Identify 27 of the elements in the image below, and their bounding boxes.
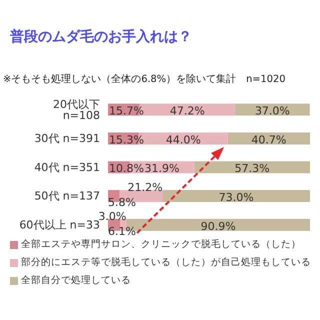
data-label: 73.0% (218, 191, 254, 204)
data-label: 90.9% (200, 220, 236, 233)
y-tick-label: 60代以上 n=33 (19, 218, 100, 232)
data-label: 47.2% (170, 104, 205, 118)
data-label: 44.0% (166, 133, 201, 146)
data-label: 31.9% (144, 162, 180, 176)
y-tick-label: 30代 n=391 (34, 132, 100, 146)
data-label: 40.7% (251, 133, 286, 146)
legend-label: 全部エステや専門サロン、クリニックで脱毛している（した） (20, 238, 302, 252)
y-tick-label: 50代 n=137 (34, 190, 100, 203)
data-label: 6.1% (108, 224, 136, 238)
chart-title: 普段のムダ毛のお手入れは？ (10, 28, 192, 46)
data-label: 10.8% (109, 162, 144, 176)
data-label: 3.0% (98, 210, 126, 223)
y-tick-label: 20代以下 n=108 (53, 98, 100, 122)
data-label: 57.3% (234, 162, 270, 176)
legend-label: 部分的にエステ等で脱毛している（した）が自己処理もしている (20, 256, 311, 270)
data-label: 5.8% (108, 196, 136, 210)
data-label: 37.0% (254, 104, 290, 118)
bar (162, 190, 310, 202)
data-label: 15.3% (109, 133, 144, 146)
bar (194, 161, 310, 174)
legend-label: 全部自分で処理している (20, 274, 132, 288)
data-label: 15.7% (109, 104, 144, 118)
chart-subtitle: ※そもそも処理しない（全体の6.8%）を除いて集計 n=1020 (3, 73, 286, 86)
data-label: 21.2% (128, 181, 163, 194)
y-tick-label: 40代 n=351 (34, 160, 100, 174)
